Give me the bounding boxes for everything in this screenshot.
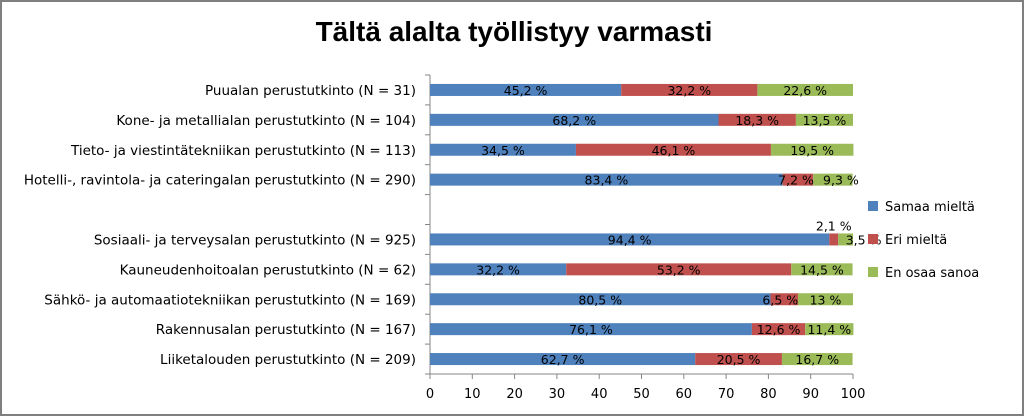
data-label: 6,5 %	[762, 292, 798, 307]
x-tick-label: 10	[464, 387, 481, 402]
category-label: Kauneudenhoitoalan perustutkinto (N = 62…	[120, 262, 416, 278]
data-label: 34,5 %	[481, 143, 525, 158]
data-label: 11,4 %	[807, 322, 851, 337]
bar-segment	[718, 113, 796, 126]
bar-segment	[770, 143, 854, 156]
x-tick-label: 100	[841, 387, 866, 402]
bar-segment	[621, 83, 758, 96]
data-label: 14,5 %	[800, 262, 844, 277]
legend-swatch	[868, 234, 878, 244]
bar-segment	[430, 323, 752, 336]
bar-segment	[430, 233, 830, 246]
bar-segment	[430, 353, 696, 366]
data-label: 32,2 %	[476, 262, 520, 277]
bar-segment	[770, 293, 799, 306]
bar-segment	[757, 83, 853, 96]
data-label: 62,7 %	[541, 352, 585, 367]
bar-segment	[695, 353, 782, 366]
data-label: 16,7 %	[795, 352, 839, 367]
bar-segment	[430, 143, 576, 156]
x-tick-label: 90	[802, 387, 819, 402]
x-tick-label: 70	[718, 387, 735, 402]
category-label: Tieto- ja viestintätekniikan perustutkin…	[70, 143, 416, 159]
x-tick-label: 20	[506, 387, 523, 402]
bar-segment	[430, 113, 719, 126]
data-label: 45,2 %	[504, 83, 548, 98]
x-tick-label: 30	[549, 387, 566, 402]
category-label: Kone- ja metallialan perustutkinto (N = …	[116, 113, 416, 129]
data-label: 22,6 %	[783, 83, 827, 98]
category-label: Sähkö- ja automaatiotekniikan perustutki…	[44, 292, 416, 308]
x-tick-label: 80	[760, 387, 777, 402]
category-label: Sosiaali- ja terveysalan perustutkinto (…	[94, 232, 416, 248]
data-label: 13,5 %	[803, 113, 847, 128]
legend-swatch	[868, 267, 878, 277]
category-label: Liiketalouden perustutkinto (N = 209)	[160, 352, 416, 368]
bar-segment	[430, 263, 567, 276]
bar-segment	[798, 293, 853, 306]
data-label: 46,1 %	[652, 143, 696, 158]
data-label: 7,2 %	[778, 173, 814, 188]
legend-label: Samaa mieltä	[885, 200, 975, 215]
bar-segment	[782, 173, 814, 186]
data-label: 12,6 %	[757, 322, 801, 337]
chart-title: Tältä alalta työllistyy varmasti	[315, 16, 713, 47]
category-label: Puualan perustutkinto (N = 31)	[205, 83, 416, 99]
legend-label: En osaa sanoa	[885, 266, 979, 281]
x-tick-label: 40	[591, 387, 608, 402]
data-label: 83,4 %	[585, 173, 629, 188]
bar-segment	[813, 173, 853, 186]
bar-segment	[781, 353, 853, 366]
data-label: 13 %	[810, 292, 842, 307]
data-label: 32,2 %	[667, 83, 711, 98]
bar-segment	[751, 323, 806, 336]
data-label: 2,1 %	[816, 218, 852, 233]
bar-segment	[791, 263, 853, 276]
bar-segment	[430, 83, 622, 96]
bar-segment	[575, 143, 771, 156]
data-label: 94,4 %	[608, 232, 652, 247]
data-label: 18,3 %	[735, 113, 779, 128]
legend-label: Eri mieltä	[885, 233, 947, 248]
legend-swatch	[868, 201, 878, 211]
data-label: 53,2 %	[657, 262, 701, 277]
data-label: 68,2 %	[552, 113, 596, 128]
data-label: 19,5 %	[790, 143, 834, 158]
bar-segment	[566, 263, 792, 276]
category-label: Rakennusalan perustutkinto (N = 167)	[156, 322, 416, 338]
bar-segment	[829, 233, 839, 246]
x-tick-label: 60	[676, 387, 693, 402]
bar-segment	[430, 173, 783, 186]
data-label: 20,5 %	[717, 352, 761, 367]
data-label: 76,1 %	[569, 322, 613, 337]
data-label: 80,5 %	[578, 292, 622, 307]
x-tick-label: 50	[633, 387, 650, 402]
bar-segment	[805, 323, 854, 336]
data-label: 9,3 %	[823, 173, 859, 188]
bar-segment	[795, 113, 853, 126]
x-tick-label: 0	[426, 387, 434, 402]
bar-segment	[838, 233, 853, 246]
category-label: Hotelli-, ravintola- ja cateringalan per…	[24, 173, 416, 189]
bar-segment	[430, 293, 771, 306]
